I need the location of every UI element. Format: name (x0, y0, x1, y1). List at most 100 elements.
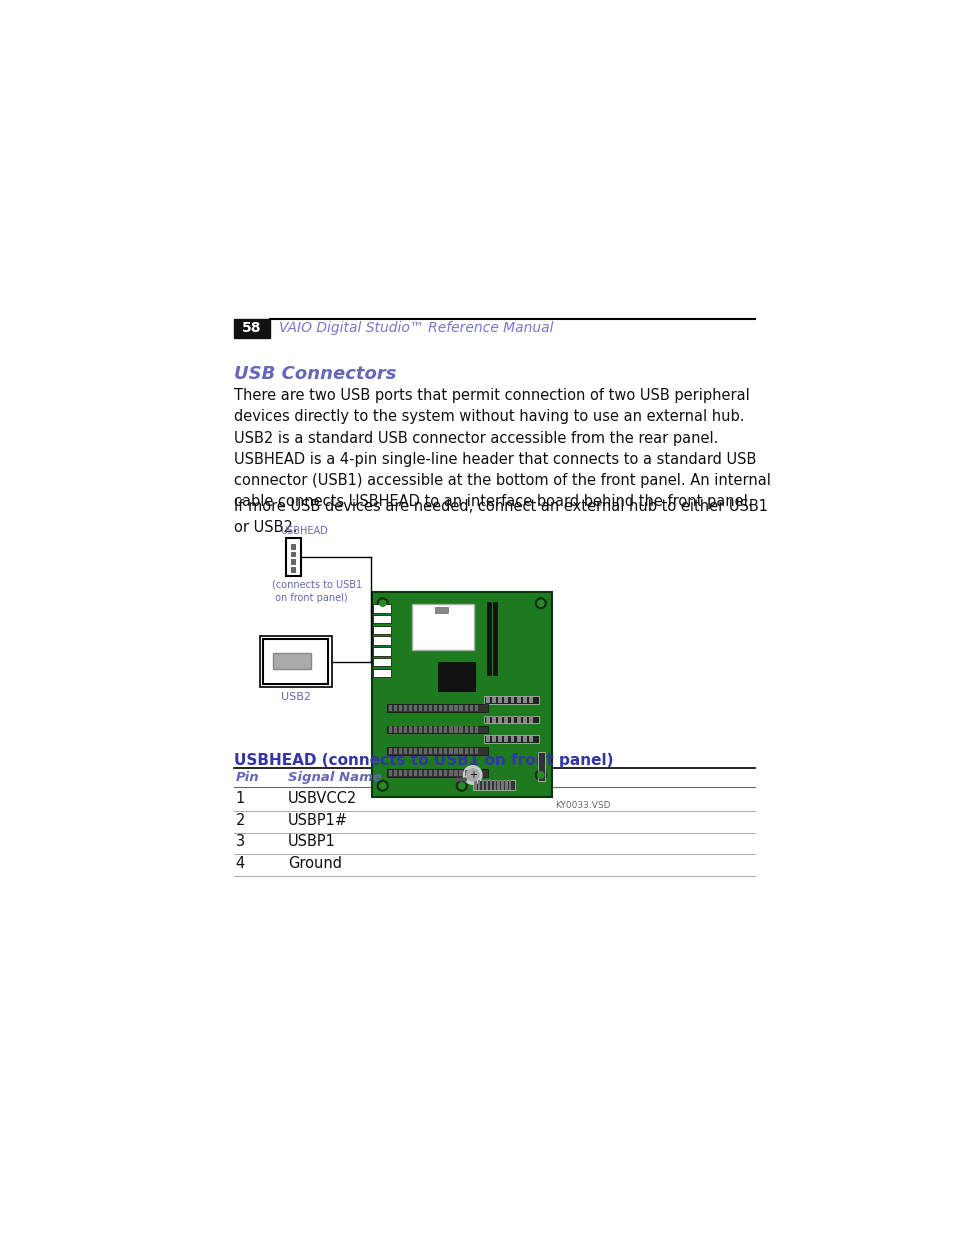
Bar (409, 748, 412, 755)
Text: VAIO Digital Studio™ Reference Manual: VAIO Digital Studio™ Reference Manual (278, 321, 553, 336)
Bar (517, 716, 520, 722)
Bar (489, 781, 492, 789)
Bar (449, 748, 452, 755)
Text: 1: 1 (235, 792, 245, 806)
Bar (291, 567, 294, 572)
Bar (529, 736, 533, 742)
Bar (449, 705, 452, 711)
Bar (469, 726, 472, 732)
Bar (497, 716, 501, 722)
Text: If more USB devices are needed, connect an external hub to either USB1
or USB2.: If more USB devices are needed, connect … (233, 499, 767, 535)
Bar (464, 748, 467, 755)
Bar (259, 636, 332, 687)
Circle shape (456, 778, 458, 782)
Bar (373, 604, 391, 613)
Bar (429, 769, 432, 776)
Circle shape (379, 600, 385, 606)
Bar (485, 736, 489, 742)
Bar (474, 769, 477, 776)
Bar (484, 716, 537, 724)
Bar (404, 705, 407, 711)
Text: Signal Name: Signal Name (288, 771, 381, 784)
Bar (418, 726, 422, 732)
Bar (459, 705, 462, 711)
Bar (477, 781, 480, 789)
Text: USBVCC2: USBVCC2 (288, 792, 357, 806)
Bar (414, 748, 416, 755)
Bar (493, 781, 496, 789)
Bar (404, 748, 407, 755)
Bar (529, 698, 533, 704)
Bar (414, 726, 416, 732)
Text: USBP1: USBP1 (288, 835, 335, 850)
Bar (387, 769, 488, 777)
Bar (485, 698, 489, 704)
Bar (412, 604, 474, 651)
Text: Ground: Ground (288, 856, 342, 871)
Text: There are two USB ports that permit connection of two USB peripheral
devices dir: There are two USB ports that permit conn… (233, 389, 749, 425)
Bar (493, 601, 497, 674)
Bar (449, 769, 452, 776)
Bar (481, 781, 484, 789)
Bar (454, 705, 457, 711)
Circle shape (463, 766, 481, 784)
Bar (398, 705, 402, 711)
Bar (373, 636, 391, 645)
Text: 58: 58 (242, 321, 261, 336)
Text: KY0033.VSD: KY0033.VSD (555, 802, 611, 810)
Bar (434, 769, 436, 776)
Bar (504, 698, 508, 704)
Bar (444, 705, 447, 711)
Bar (510, 698, 514, 704)
Circle shape (463, 778, 466, 782)
Bar (418, 705, 422, 711)
Bar (398, 726, 402, 732)
Bar (286, 537, 301, 577)
Text: +: + (468, 769, 476, 781)
Bar (291, 543, 294, 548)
Bar (529, 716, 533, 722)
Circle shape (537, 600, 543, 606)
Bar (474, 705, 477, 711)
Bar (439, 705, 442, 711)
Bar (394, 748, 396, 755)
Circle shape (377, 781, 388, 792)
Bar (389, 705, 392, 711)
Bar (373, 668, 391, 677)
Bar (464, 769, 467, 776)
Bar (291, 552, 294, 556)
Bar (439, 769, 442, 776)
Bar (485, 716, 489, 722)
Bar (497, 781, 499, 789)
Bar (373, 647, 391, 656)
Bar (497, 736, 501, 742)
Text: USB2 is a standard USB connector accessible from the rear panel.
USBHEAD is a 4-: USB2 is a standard USB connector accessi… (233, 431, 770, 509)
Circle shape (537, 772, 543, 778)
Circle shape (456, 781, 467, 792)
Bar (505, 781, 507, 789)
Text: 2: 2 (235, 813, 245, 827)
Bar (387, 747, 488, 755)
Bar (449, 726, 452, 732)
Text: USB2: USB2 (280, 692, 311, 701)
Bar (435, 608, 447, 614)
Bar (389, 748, 392, 755)
Bar (233, 319, 270, 337)
Bar (429, 726, 432, 732)
Circle shape (535, 769, 546, 781)
Text: 3: 3 (235, 835, 244, 850)
Text: USB Connectors: USB Connectors (233, 366, 396, 383)
Text: 4: 4 (235, 856, 245, 871)
Bar (510, 716, 514, 722)
Bar (459, 769, 462, 776)
Bar (398, 748, 402, 755)
Bar (537, 752, 545, 782)
Bar (434, 726, 436, 732)
Text: USBP1#: USBP1# (288, 813, 348, 827)
Bar (464, 705, 467, 711)
Text: Pin: Pin (235, 771, 259, 784)
Text: USBHEAD: USBHEAD (279, 526, 327, 536)
Bar (517, 698, 520, 704)
Text: (connects to USB1
 on front panel): (connects to USB1 on front panel) (272, 579, 362, 603)
Circle shape (535, 598, 546, 609)
